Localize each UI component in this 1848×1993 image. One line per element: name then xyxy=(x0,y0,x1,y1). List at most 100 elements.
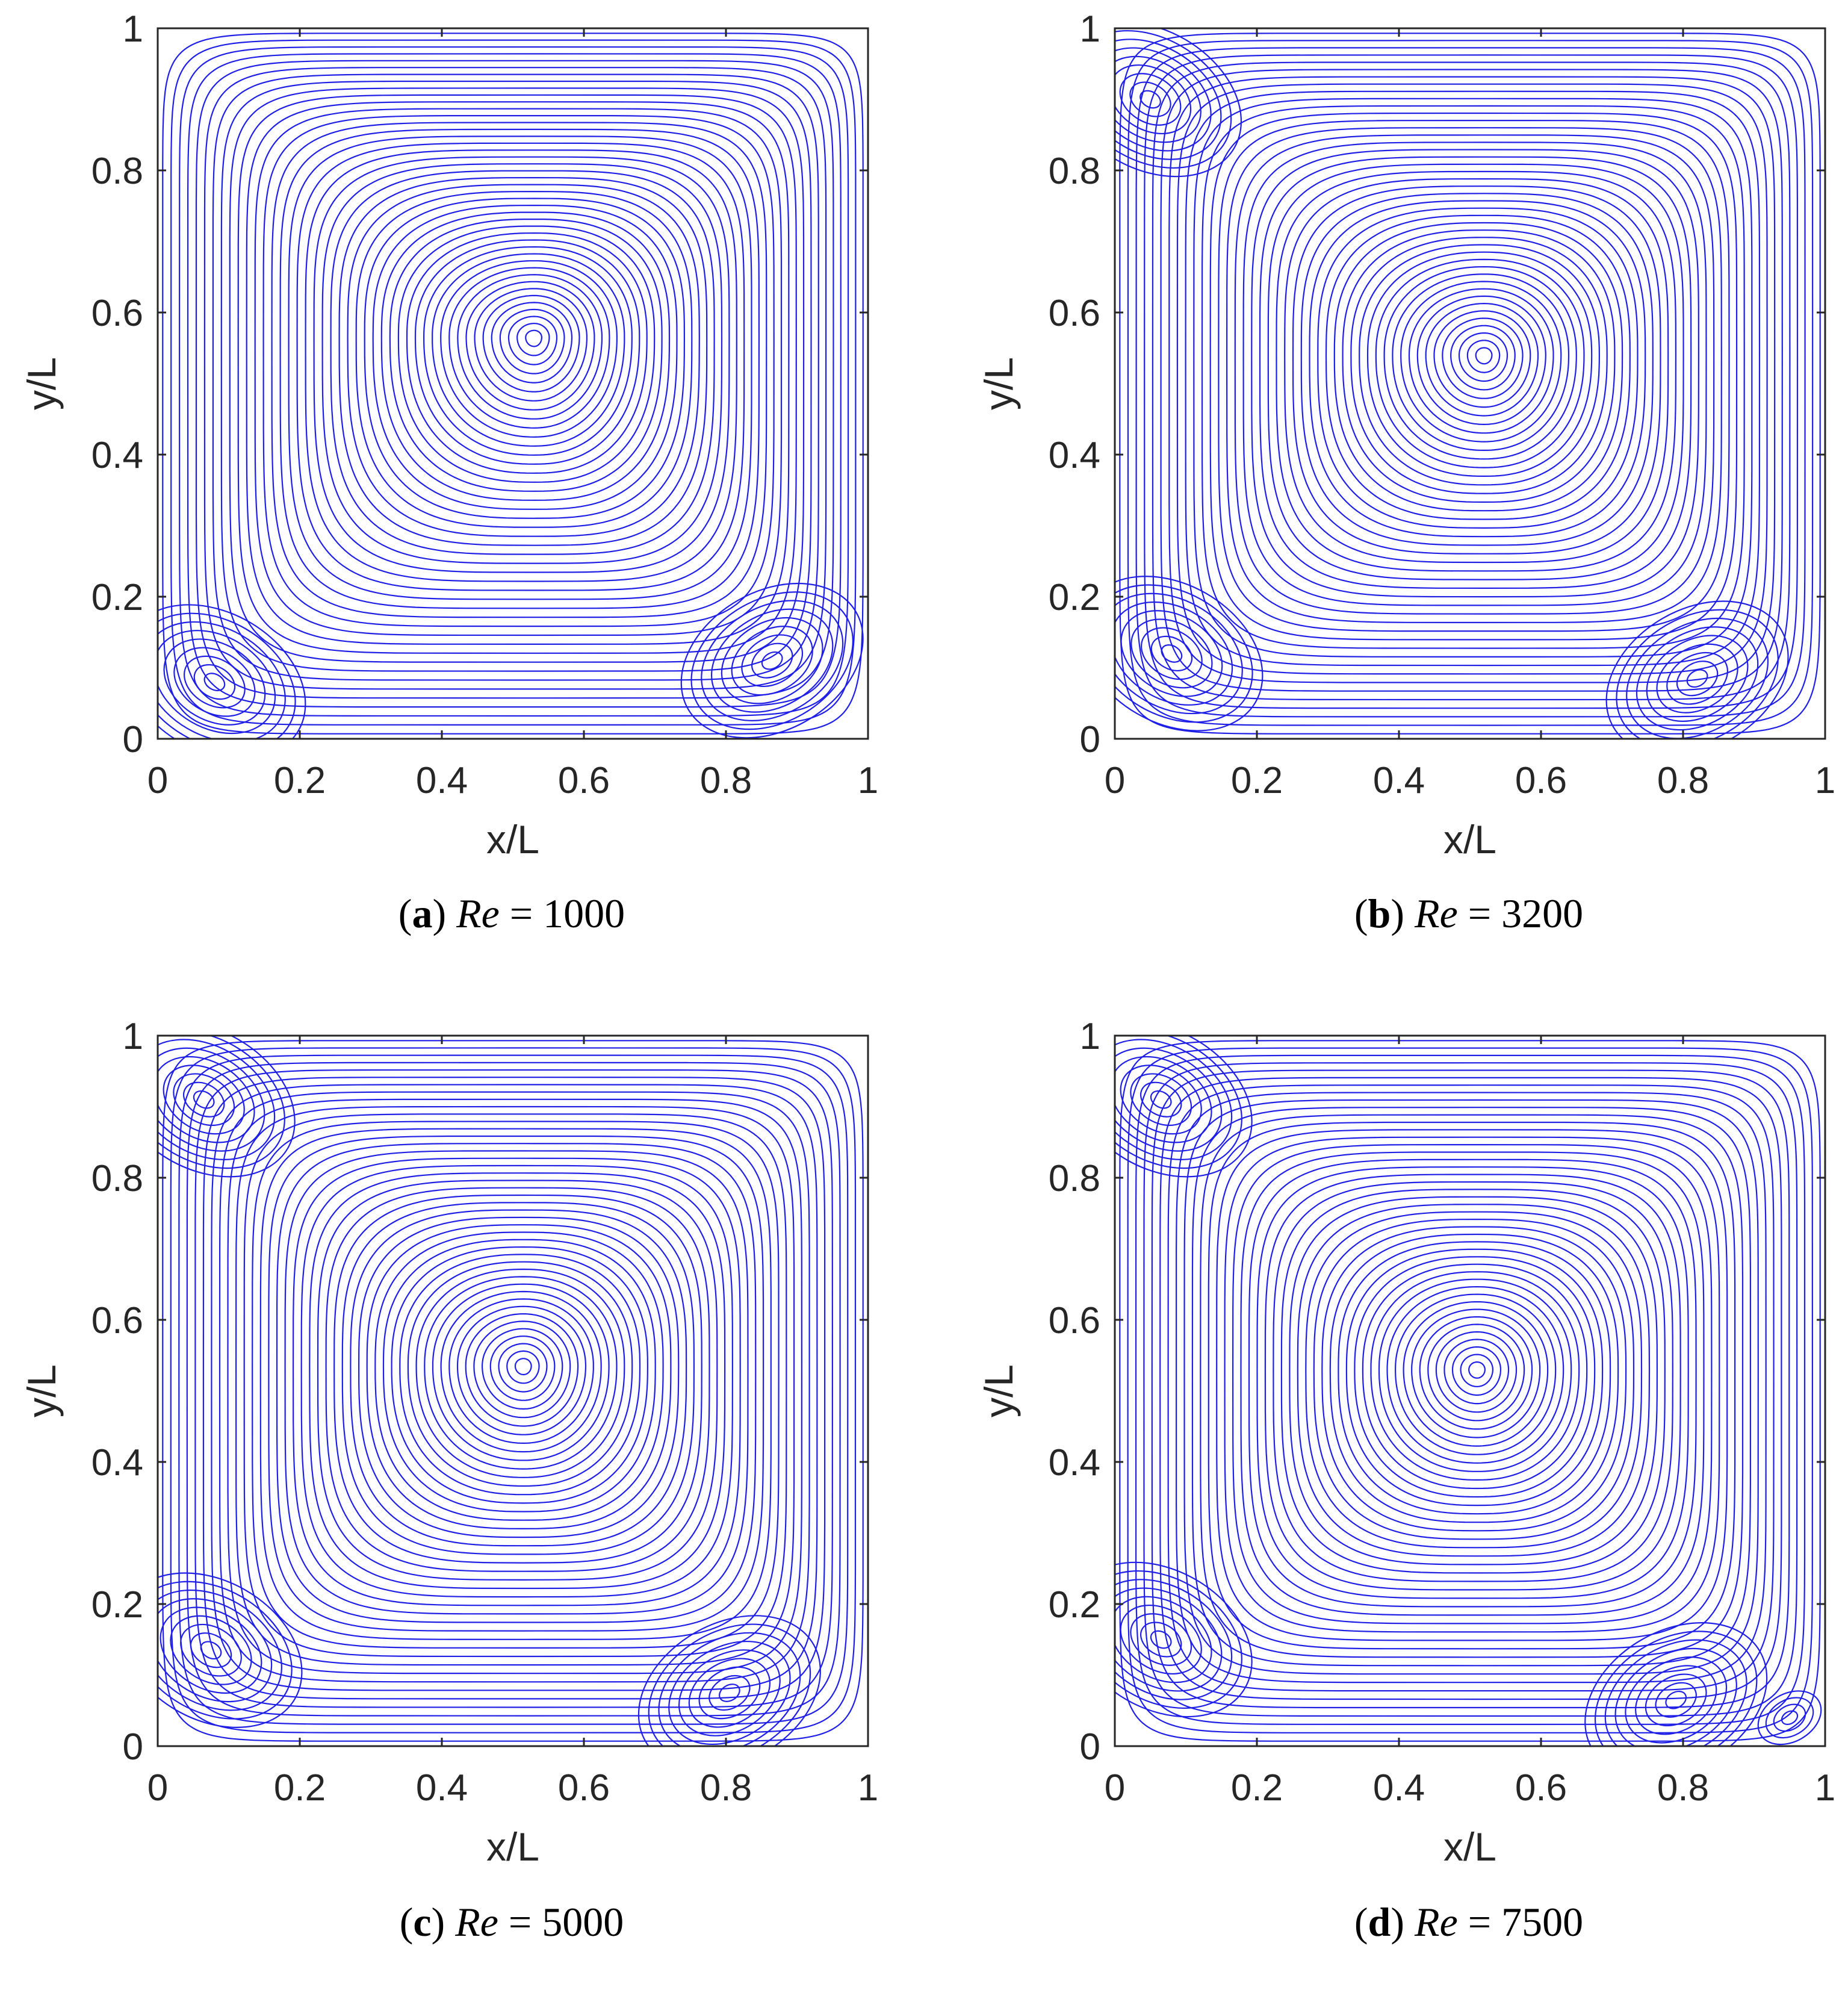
primary-streamline xyxy=(1284,178,1669,564)
secondary-vortex-streamline xyxy=(1666,651,1729,705)
secondary-vortex-streamline xyxy=(1115,64,1192,135)
secondary-vortex-streamline xyxy=(158,1036,296,1178)
primary-streamline xyxy=(1267,163,1684,580)
primary-streamline xyxy=(1297,1204,1651,1557)
secondary-vortex-streamline xyxy=(158,1581,293,1720)
primary-streamline xyxy=(1345,1248,1604,1506)
primary-streamline xyxy=(1273,1181,1673,1582)
primary-streamline xyxy=(1458,332,1508,382)
primary-streamline xyxy=(1378,1278,1572,1472)
secondary-vortex-streamline xyxy=(1130,1613,1192,1666)
primary-streamline xyxy=(1176,1092,1767,1684)
secondary-vortex-streamline xyxy=(648,1623,811,1746)
primary-streamline xyxy=(1292,185,1661,555)
secondary-vortex-streamline xyxy=(1676,661,1719,697)
primary-streamline xyxy=(1168,76,1776,683)
primary-streamline xyxy=(1256,1166,1689,1599)
primary-streamline xyxy=(506,1350,540,1384)
primary-streamline xyxy=(1152,61,1791,701)
x-tick-label: 0.8 xyxy=(700,760,752,801)
secondary-vortex-streamline xyxy=(698,1666,761,1720)
primary-streamline xyxy=(276,1143,757,1623)
secondary-vortex-streamline xyxy=(741,634,804,688)
secondary-vortex-streamline xyxy=(1773,1703,1806,1732)
secondary-vortex-streamline xyxy=(721,617,823,704)
primary-streamline xyxy=(1466,340,1501,373)
secondary-vortex-streamline xyxy=(1115,30,1232,169)
primary-streamline xyxy=(330,170,715,555)
x-tick-label: 0 xyxy=(147,1767,168,1809)
secondary-vortex-streamline xyxy=(158,621,286,739)
primary-streamline xyxy=(1403,1301,1549,1447)
y-axis-label: y/L xyxy=(19,1364,64,1417)
primary-streamline xyxy=(235,1105,795,1666)
primary-streamline xyxy=(1234,134,1715,615)
primary-streamline xyxy=(432,253,625,447)
secondary-vortex-streamline xyxy=(1150,1090,1172,1109)
y-tick-label: 0.4 xyxy=(1049,435,1100,476)
x-tick-label: 0.2 xyxy=(274,760,326,801)
x-tick-label: 0.6 xyxy=(558,760,610,801)
primary-streamline xyxy=(440,260,618,438)
primary-streamline xyxy=(195,60,834,699)
y-tick-label: 0.8 xyxy=(91,151,143,192)
secondary-vortex-streamline xyxy=(158,604,306,739)
primary-streamline xyxy=(1216,1129,1728,1641)
primary-streamline xyxy=(170,39,857,726)
primary-streamline xyxy=(457,274,603,420)
secondary-vortex-streamline xyxy=(709,1674,751,1711)
primary-streamline xyxy=(456,1305,587,1435)
primary-streamline xyxy=(1242,141,1707,606)
primary-streamline xyxy=(1354,1256,1596,1498)
secondary-vortex-streamline xyxy=(658,1632,801,1746)
secondary-vortex-streamline xyxy=(163,638,266,726)
x-tick-label: 0.8 xyxy=(700,1767,752,1809)
primary-streamline xyxy=(1208,1121,1736,1650)
secondary-vortex-streamline xyxy=(1665,1690,1687,1709)
secondary-vortex-streamline xyxy=(1115,1570,1242,1709)
primary-streamline xyxy=(1450,325,1516,391)
secondary-vortex-streamline xyxy=(158,630,276,735)
primary-streamline xyxy=(1201,105,1745,649)
primary-streamline xyxy=(1160,69,1783,692)
primary-streamline xyxy=(1416,295,1546,426)
primary-streamline xyxy=(1224,1136,1720,1633)
primary-streamline xyxy=(202,1077,826,1700)
secondary-vortex-streamline xyxy=(731,626,813,696)
primary-streamline xyxy=(178,46,849,717)
primary-streamline xyxy=(1127,1047,1813,1733)
primary-streamline xyxy=(1451,1346,1502,1396)
primary-streamline xyxy=(1325,214,1631,520)
primary-streamline xyxy=(1443,1339,1510,1405)
streamlines xyxy=(1115,1036,1822,1746)
primary-streamline xyxy=(355,190,693,528)
x-tick-label: 0 xyxy=(1105,1767,1125,1809)
secondary-vortex-streamline xyxy=(1119,73,1182,126)
primary-streamline xyxy=(347,184,700,537)
axes-box xyxy=(1114,27,1826,740)
primary-streamline xyxy=(1419,1316,1533,1430)
primary-streamline xyxy=(465,281,595,411)
primary-streamline xyxy=(1313,1218,1635,1540)
x-tick-label: 0.4 xyxy=(1373,1767,1425,1809)
primary-streamline xyxy=(170,1047,857,1733)
primary-streamline xyxy=(391,1246,649,1504)
axes-box xyxy=(157,27,869,740)
x-tick-label: 0 xyxy=(1105,760,1125,801)
x-axis-label: x/L xyxy=(486,817,539,862)
secondary-vortex-streamline xyxy=(668,1640,791,1746)
primary-streamline xyxy=(1362,1263,1588,1490)
primary-streamline xyxy=(516,322,550,356)
primary-streamline xyxy=(1338,1241,1611,1515)
primary-streamline xyxy=(203,67,827,690)
y-tick-label: 0 xyxy=(123,1726,143,1768)
y-tick-label: 0.2 xyxy=(91,1584,143,1626)
primary-streamline xyxy=(1264,1174,1681,1591)
secondary-vortex-streamline xyxy=(160,1606,262,1694)
primary-streamline xyxy=(1200,1114,1744,1658)
secondary-vortex-streamline xyxy=(1636,626,1759,731)
secondary-vortex-streamline xyxy=(1129,81,1171,117)
y-tick-label: 1 xyxy=(1080,1016,1100,1057)
primary-streamline xyxy=(1289,1196,1658,1565)
secondary-vortex-streamline xyxy=(1140,627,1203,680)
